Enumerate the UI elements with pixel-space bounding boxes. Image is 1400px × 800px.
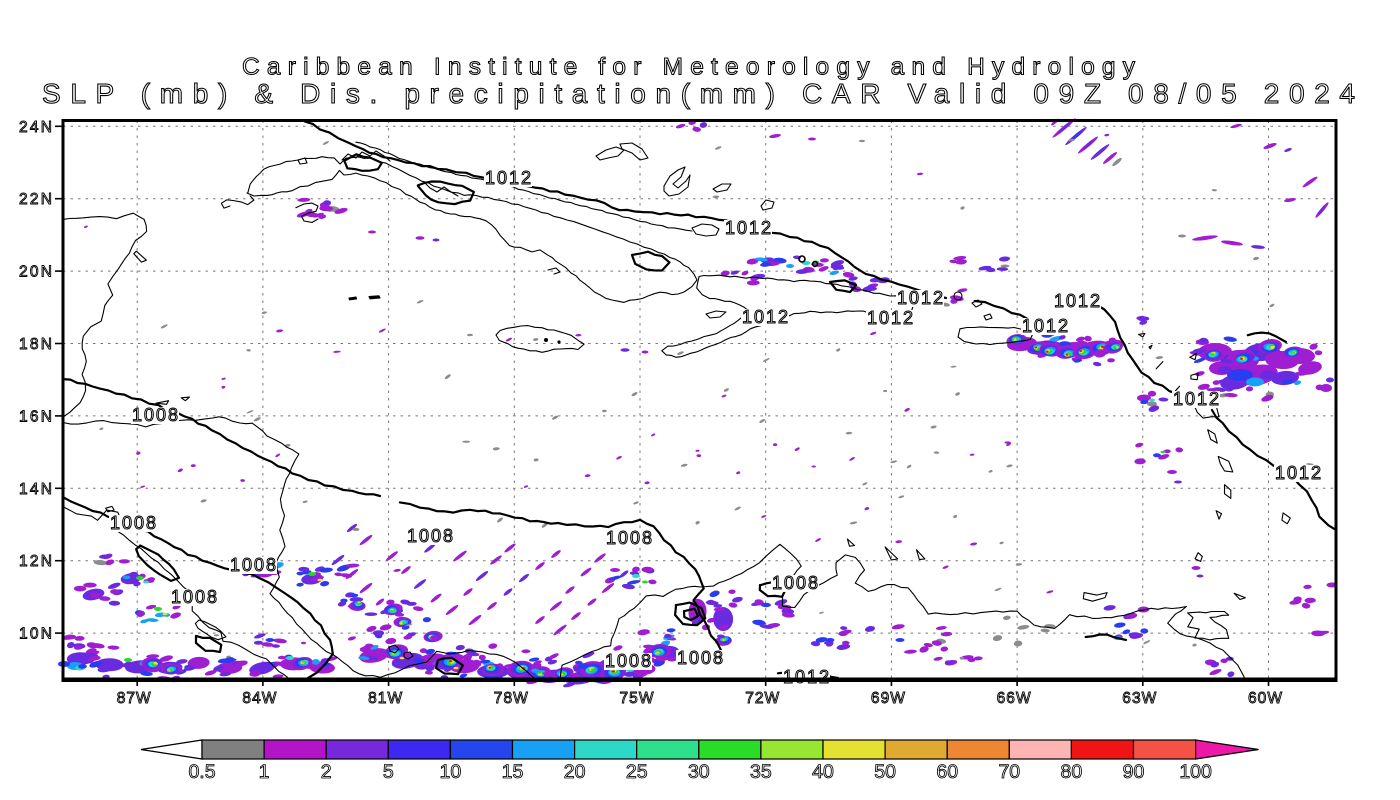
svg-text:5: 5 bbox=[383, 761, 394, 783]
svg-text:1008: 1008 bbox=[230, 555, 276, 575]
svg-text:20N: 20N bbox=[19, 264, 52, 281]
svg-text:1008: 1008 bbox=[407, 526, 453, 546]
svg-text:0.5: 0.5 bbox=[188, 761, 215, 783]
svg-text:12N: 12N bbox=[19, 553, 52, 570]
svg-text:1012: 1012 bbox=[725, 218, 771, 238]
svg-text:69W: 69W bbox=[871, 690, 905, 707]
svg-text:87W: 87W bbox=[117, 690, 151, 707]
svg-text:2: 2 bbox=[321, 761, 332, 783]
svg-text:1012: 1012 bbox=[1275, 463, 1321, 483]
svg-text:10N: 10N bbox=[19, 626, 52, 643]
svg-text:1: 1 bbox=[259, 761, 270, 783]
svg-text:1008: 1008 bbox=[605, 651, 651, 671]
svg-text:24N: 24N bbox=[19, 119, 52, 136]
svg-text:75W: 75W bbox=[620, 690, 654, 707]
svg-text:25: 25 bbox=[626, 761, 648, 783]
svg-text:81W: 81W bbox=[368, 690, 402, 707]
svg-text:1012: 1012 bbox=[742, 307, 788, 327]
svg-text:1012: 1012 bbox=[1054, 291, 1100, 311]
svg-text:1008: 1008 bbox=[772, 573, 818, 593]
svg-text:90: 90 bbox=[1123, 761, 1145, 783]
svg-text:40: 40 bbox=[812, 761, 834, 783]
svg-text:50: 50 bbox=[874, 761, 896, 783]
svg-text:60W: 60W bbox=[1248, 690, 1282, 707]
svg-text:20: 20 bbox=[564, 761, 586, 783]
svg-text:1008: 1008 bbox=[110, 513, 156, 533]
svg-text:1008: 1008 bbox=[606, 528, 652, 548]
svg-text:1012: 1012 bbox=[485, 168, 531, 188]
svg-text:78W: 78W bbox=[494, 690, 528, 707]
svg-text:16N: 16N bbox=[19, 408, 52, 425]
svg-text:70: 70 bbox=[998, 761, 1020, 783]
svg-text:100: 100 bbox=[1179, 761, 1212, 783]
svg-text:66W: 66W bbox=[997, 690, 1031, 707]
svg-text:14N: 14N bbox=[19, 481, 52, 498]
svg-text:10: 10 bbox=[440, 761, 462, 783]
svg-text:22N: 22N bbox=[19, 191, 52, 208]
svg-text:1012: 1012 bbox=[897, 288, 943, 308]
svg-text:1012: 1012 bbox=[867, 308, 913, 328]
svg-text:1012: 1012 bbox=[783, 667, 829, 687]
svg-text:1008: 1008 bbox=[132, 405, 178, 425]
svg-text:35: 35 bbox=[750, 761, 772, 783]
svg-text:1008: 1008 bbox=[171, 587, 217, 607]
svg-text:30: 30 bbox=[688, 761, 710, 783]
svg-text:72W: 72W bbox=[745, 690, 779, 707]
svg-text:60: 60 bbox=[936, 761, 958, 783]
svg-text:1008: 1008 bbox=[677, 648, 723, 668]
svg-text:18N: 18N bbox=[19, 336, 52, 353]
svg-text:15: 15 bbox=[502, 761, 524, 783]
svg-text:63W: 63W bbox=[1122, 690, 1156, 707]
svg-text:1012: 1012 bbox=[1173, 389, 1219, 409]
svg-text:84W: 84W bbox=[242, 690, 276, 707]
svg-text:1012: 1012 bbox=[1022, 316, 1068, 336]
svg-text:80: 80 bbox=[1061, 761, 1083, 783]
